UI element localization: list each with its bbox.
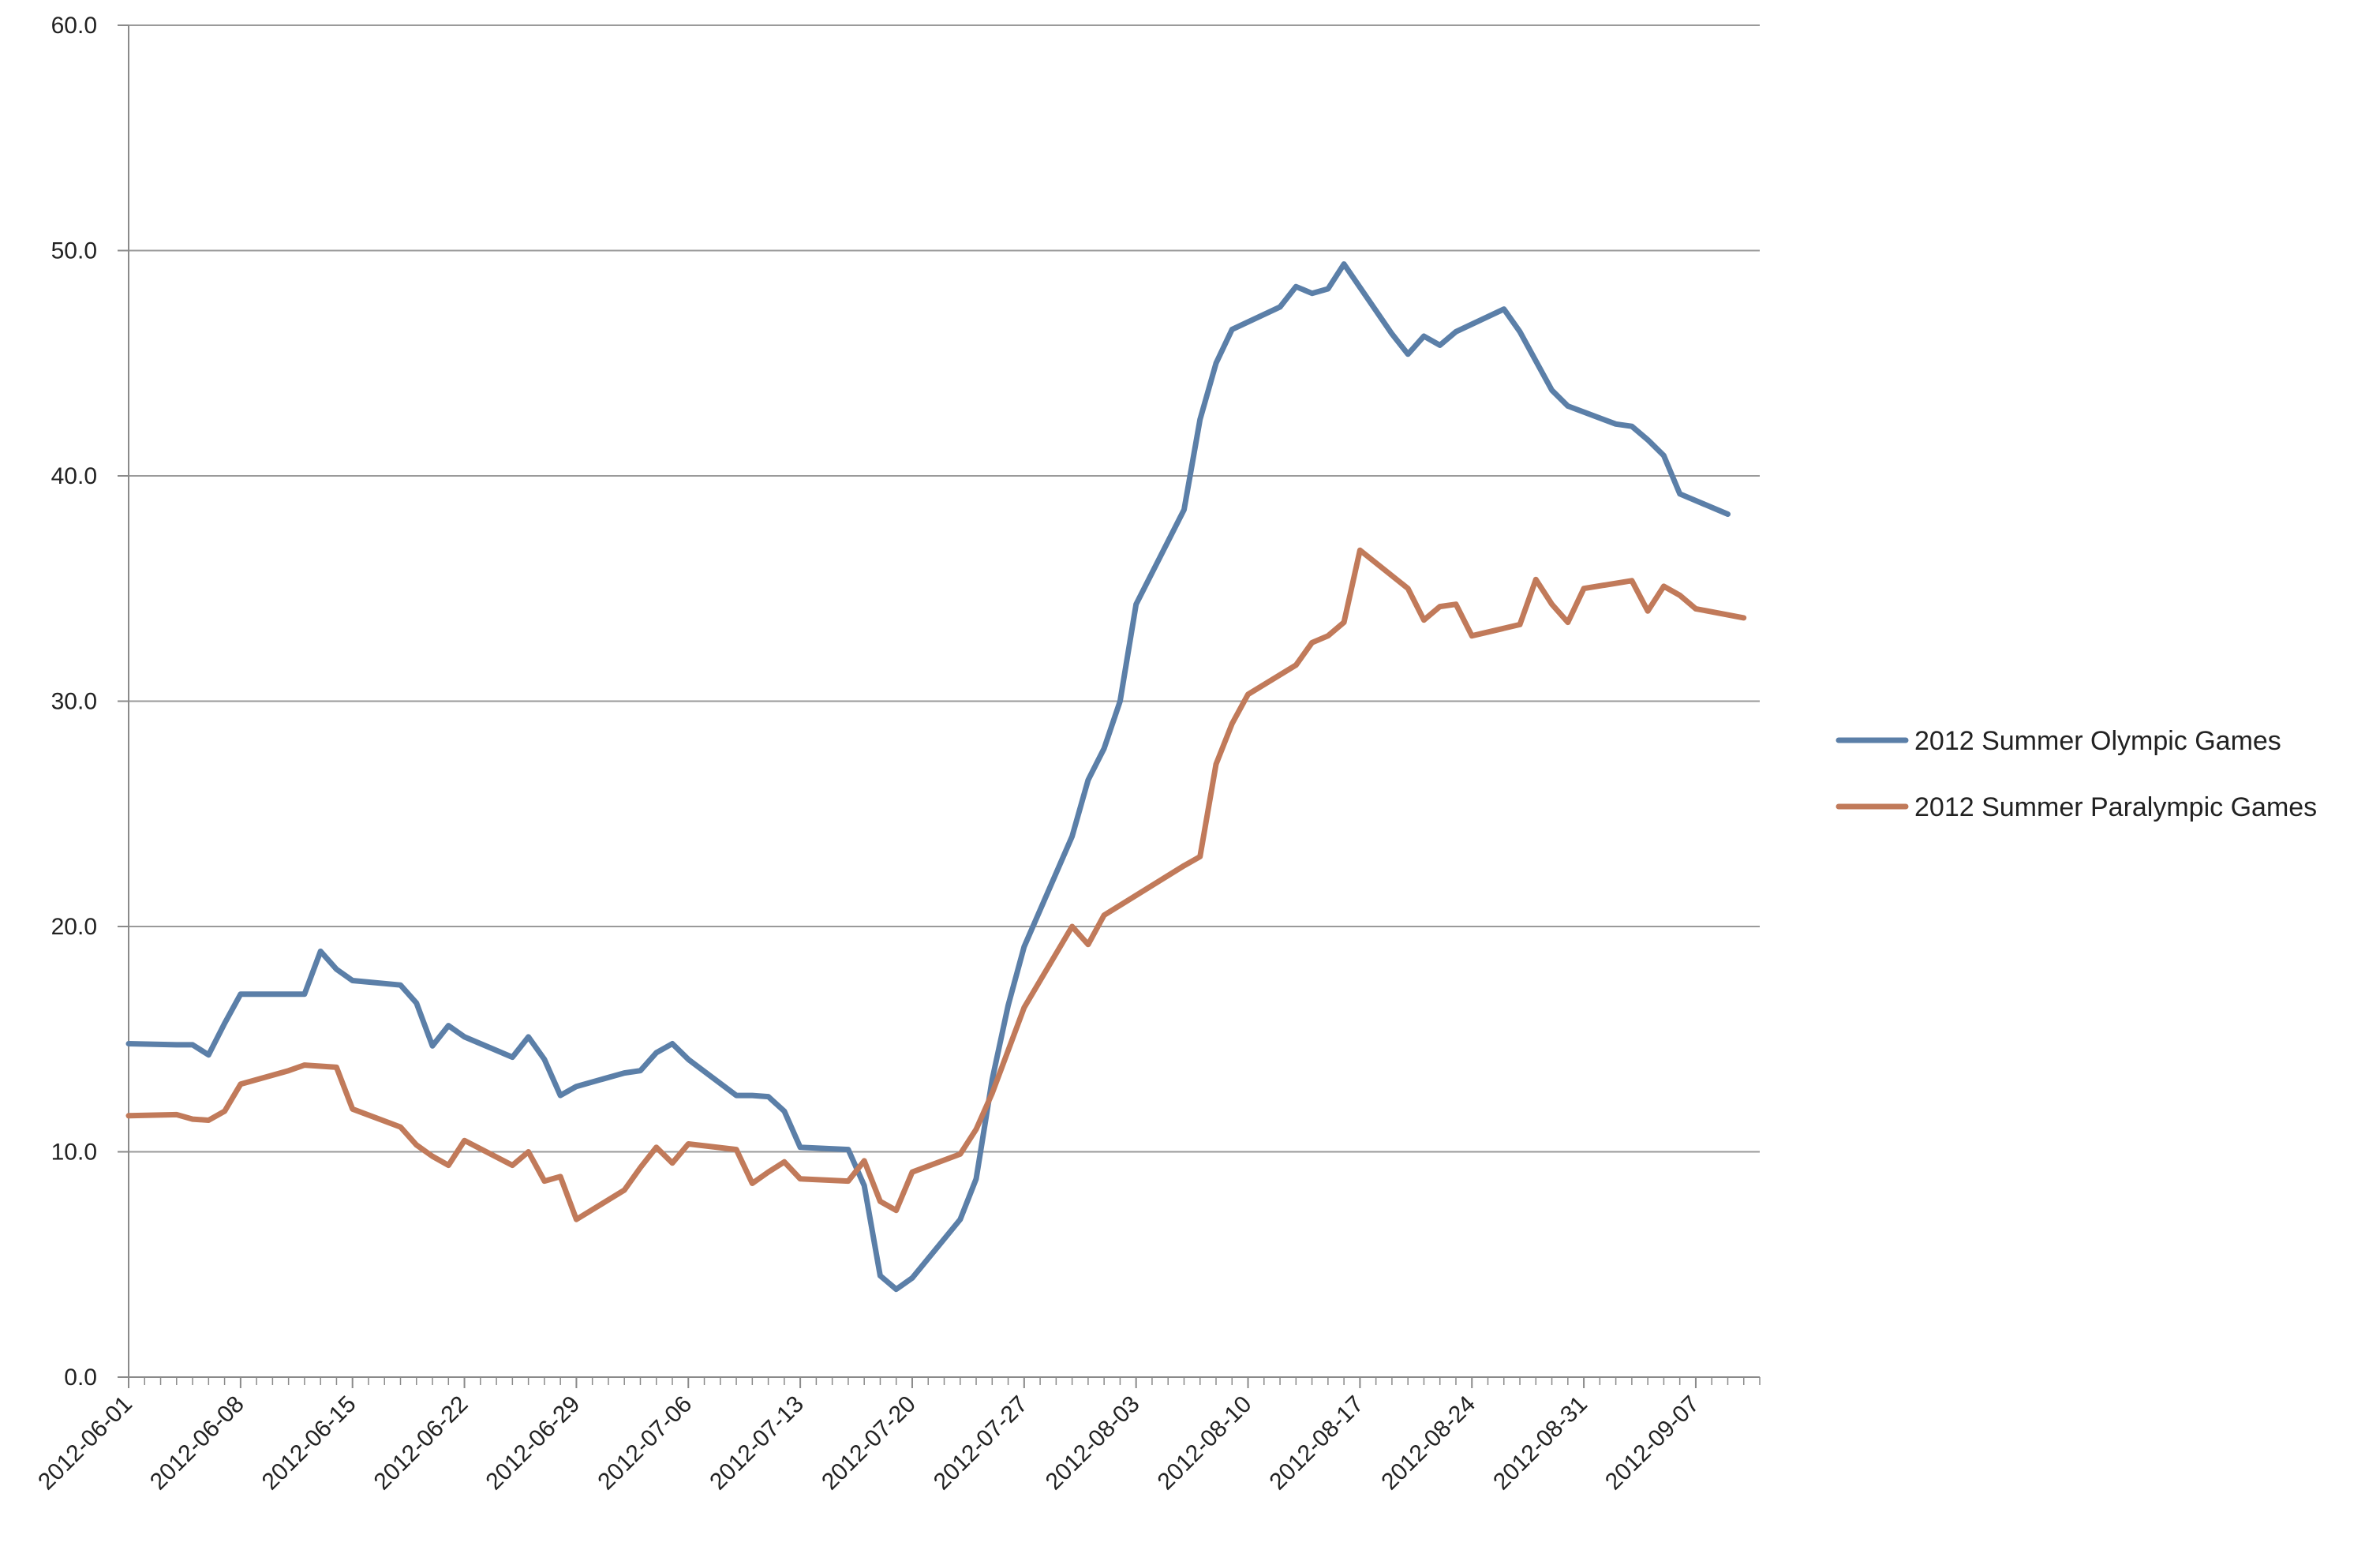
x-tick-label: 2012-08-31 [1488, 1391, 1592, 1495]
legend-label: 2012 Summer Olympic Games [1914, 726, 2281, 756]
series-line-olympic [125, 261, 1731, 1293]
y-tick-label: 20.0 [51, 914, 97, 940]
x-tick-label: 2012-06-15 [257, 1391, 361, 1495]
y-tick-label: 30.0 [51, 689, 97, 715]
x-tick-label: 2012-06-01 [33, 1391, 137, 1495]
x-tick-label: 2012-06-29 [481, 1391, 586, 1495]
y-tick-label: 60.0 [51, 13, 97, 39]
y-tick-label: 40.0 [51, 463, 97, 489]
x-tick-label: 2012-06-08 [145, 1391, 249, 1495]
x-tick-label: 2012-07-27 [929, 1391, 1033, 1495]
y-tick-label: 50.0 [51, 238, 97, 264]
series-line-paralympic [125, 547, 1747, 1222]
y-tick-label: 0.0 [64, 1364, 97, 1391]
grid [129, 24, 1760, 1153]
x-tick-label: 2012-07-06 [593, 1391, 697, 1495]
x-tick-label: 2012-08-10 [1153, 1391, 1257, 1495]
x-tick-label: 2012-09-07 [1600, 1391, 1705, 1495]
legend-label: 2012 Summer Paralympic Games [1914, 792, 2317, 822]
y-tick-label: 10.0 [51, 1140, 97, 1166]
x-tick-label: 2012-06-22 [369, 1391, 473, 1495]
x-tick-label: 2012-08-03 [1041, 1391, 1145, 1495]
x-tick-label: 2012-07-13 [705, 1391, 809, 1495]
axes [118, 24, 1761, 1388]
x-tick-label: 2012-08-24 [1376, 1391, 1480, 1495]
x-tick-label: 2012-07-20 [817, 1391, 921, 1495]
series-lines [125, 261, 1747, 1293]
legend: 2012 Summer Olympic Games 2012 Summer Par… [1836, 726, 2317, 822]
x-tick-label: 2012-08-17 [1264, 1391, 1368, 1495]
